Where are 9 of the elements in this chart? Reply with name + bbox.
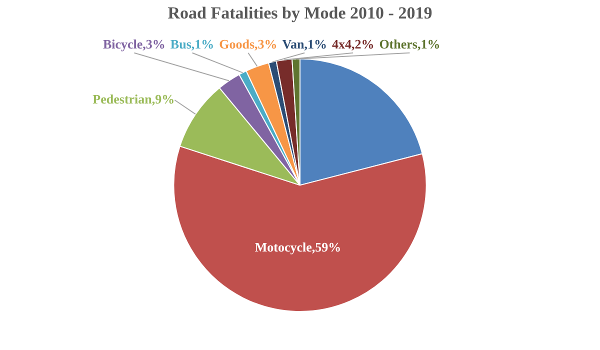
slice-label: Bus,1%: [170, 36, 214, 52]
slice-label: Goods,3%: [219, 36, 278, 52]
slice-label: Others,1%: [379, 36, 440, 52]
slice-label: Bicycle,3%: [102, 36, 166, 52]
slice-label: Pedestrian,9%: [92, 91, 175, 106]
slice-label: 4x4,2%: [332, 36, 374, 52]
slice-label: Van,1%: [282, 36, 327, 52]
slice-label: Motocycle,59%: [254, 240, 342, 255]
chart-title: Road Fatalities by Mode 2010 - 2019: [168, 4, 432, 23]
